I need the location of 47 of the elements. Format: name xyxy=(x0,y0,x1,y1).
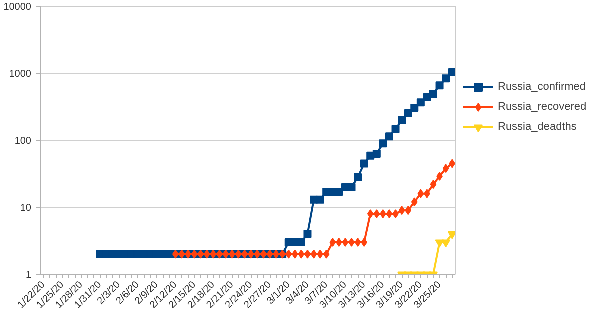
y-tick-label: 1 xyxy=(26,270,32,281)
point xyxy=(292,250,298,259)
point xyxy=(304,230,312,238)
point xyxy=(404,109,412,118)
point xyxy=(429,90,438,98)
y-tick-label: 10000 xyxy=(4,2,32,13)
point xyxy=(310,250,318,259)
point xyxy=(386,209,393,218)
legend-label: Russia_deadths xyxy=(498,121,577,133)
point xyxy=(442,74,450,83)
point xyxy=(298,250,305,259)
point xyxy=(335,188,344,196)
point xyxy=(405,206,412,216)
legend-label: Russia_confirmed xyxy=(498,81,586,93)
y-tick-label: 10 xyxy=(20,203,32,214)
point xyxy=(385,132,394,141)
point xyxy=(418,189,424,198)
point xyxy=(330,238,336,248)
point xyxy=(430,180,437,190)
point xyxy=(442,240,451,248)
point xyxy=(436,82,444,90)
y-tick-label: 100 xyxy=(14,136,32,147)
point xyxy=(348,183,356,192)
point xyxy=(360,160,368,168)
point xyxy=(323,250,330,259)
point xyxy=(316,196,324,204)
point xyxy=(367,209,374,218)
point xyxy=(411,198,418,207)
point xyxy=(448,231,456,240)
point xyxy=(372,150,381,158)
point xyxy=(379,140,388,148)
point xyxy=(354,174,362,182)
point xyxy=(423,94,432,102)
point xyxy=(416,98,425,107)
point xyxy=(286,250,292,259)
point xyxy=(342,238,349,248)
point xyxy=(398,206,406,216)
legend-label: Russia_recovered xyxy=(498,101,587,113)
point xyxy=(374,209,380,218)
point xyxy=(410,104,419,112)
point xyxy=(354,238,362,248)
point xyxy=(435,240,444,248)
point xyxy=(442,164,450,174)
y-tick-label: 1000 xyxy=(9,69,32,80)
point xyxy=(448,68,456,76)
point xyxy=(392,125,400,134)
point xyxy=(398,116,406,124)
